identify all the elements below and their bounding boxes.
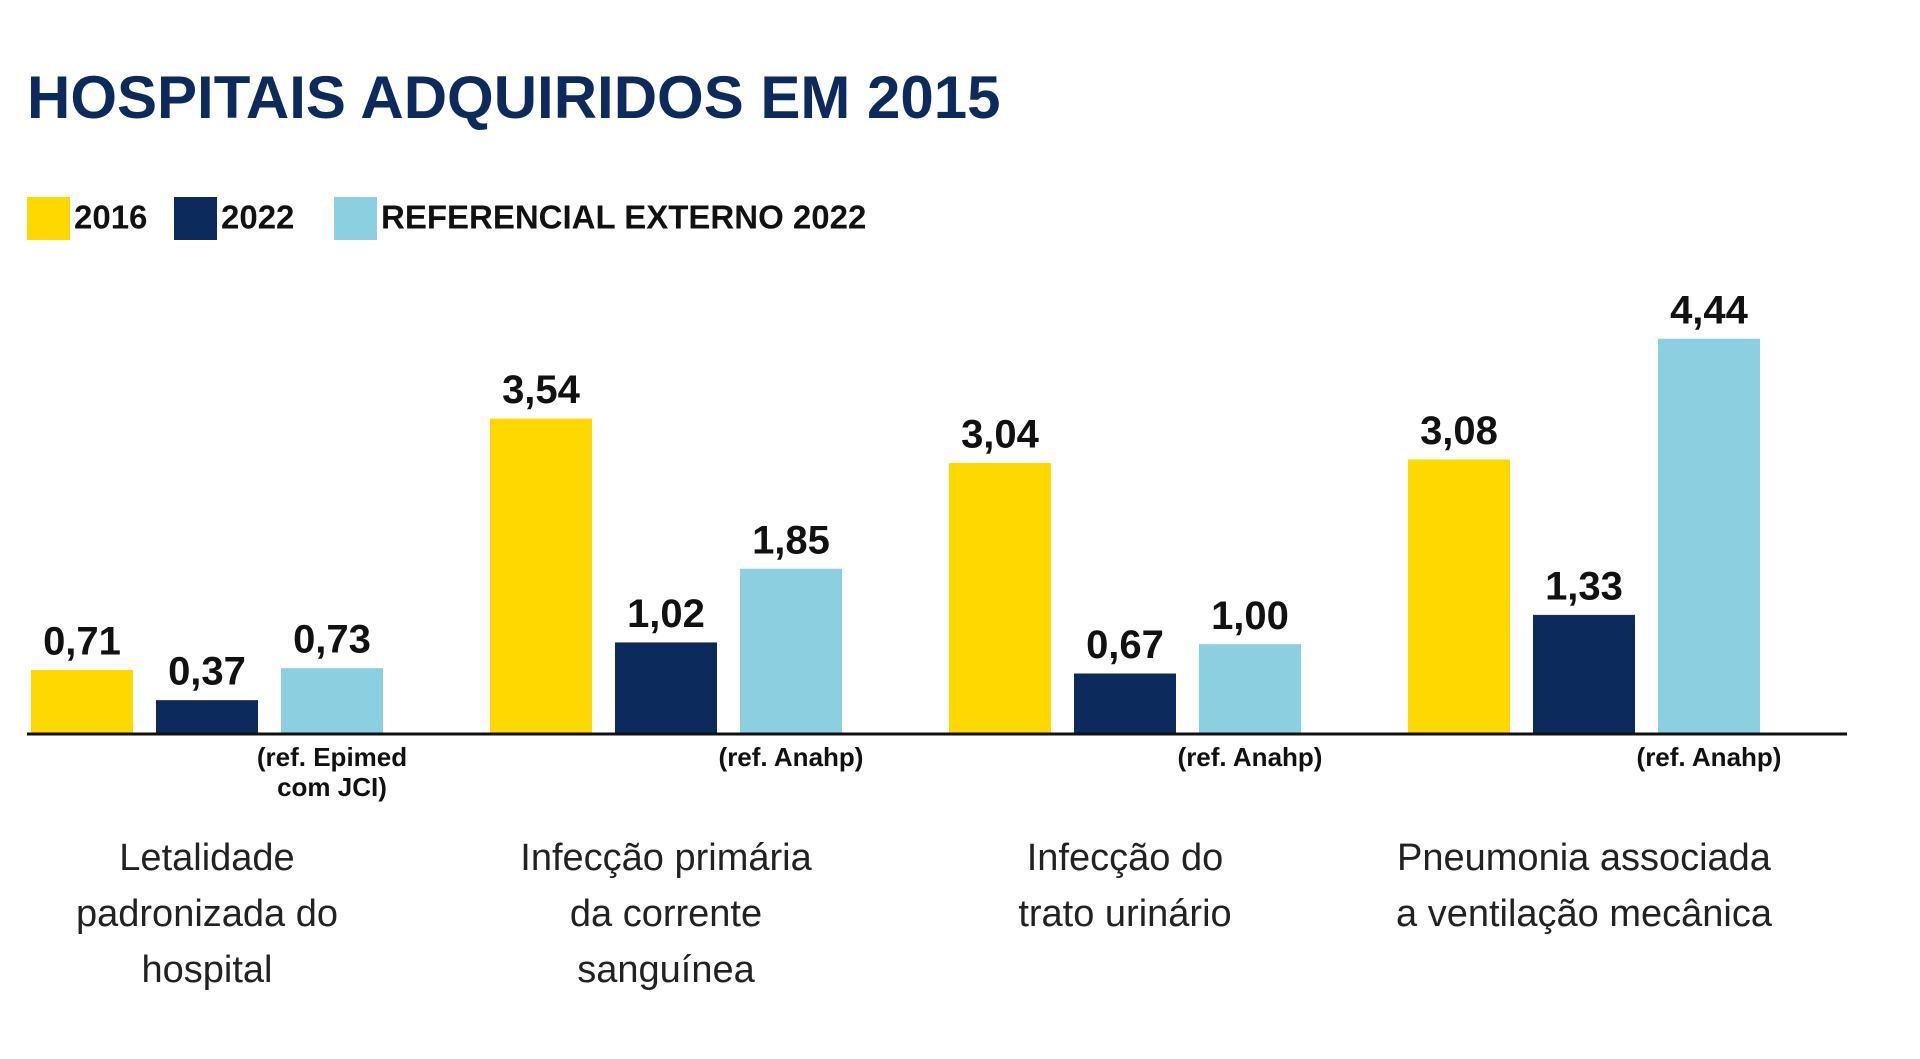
bar [1658, 338, 1760, 733]
x-tick-label: padronizada do [76, 893, 338, 935]
ref-note: (ref. Anahp) [1637, 742, 1782, 772]
legend-swatch [334, 197, 377, 240]
bar [949, 463, 1051, 733]
legend-swatch [174, 197, 217, 240]
ref-note: (ref. Epimed [257, 742, 407, 772]
bar [740, 568, 842, 733]
legend-swatch [27, 197, 70, 240]
value-label: 1,00 [1211, 594, 1289, 638]
x-tick-label: Pneumonia associada [1397, 837, 1772, 879]
bar [156, 700, 258, 733]
value-label: 0,73 [293, 618, 371, 662]
legend-label: 2016 [74, 199, 147, 236]
bar [1199, 644, 1301, 733]
value-label: 4,44 [1670, 288, 1749, 332]
ref-note: (ref. Anahp) [719, 742, 864, 772]
x-tick-label: Letalidade [119, 837, 294, 879]
x-tick-label: da corrente [570, 893, 762, 935]
value-label: 3,54 [502, 368, 581, 412]
bar [281, 668, 383, 733]
legend-label: REFERENCIAL EXTERNO 2022 [381, 199, 866, 236]
bar [31, 669, 133, 733]
x-tick-label: Infecção primária [520, 837, 812, 879]
value-label: 0,37 [168, 650, 246, 694]
value-label: 1,85 [752, 518, 830, 562]
chart-title: HOSPITAIS ADQUIRIDOS EM 2015 [27, 64, 1001, 131]
x-tick-label: hospital [142, 949, 273, 991]
value-label: 3,08 [1420, 409, 1498, 453]
legend-label: 2022 [221, 199, 294, 236]
x-tick-label: trato urinário [1018, 893, 1231, 935]
bar [1408, 459, 1510, 733]
ref-note: (ref. Anahp) [1178, 742, 1323, 772]
value-label: 1,33 [1545, 564, 1623, 608]
x-tick-label: sanguínea [577, 949, 755, 991]
bar [1074, 673, 1176, 733]
ref-note: com JCI) [277, 772, 387, 802]
x-tick-label: Infecção do [1027, 837, 1223, 879]
x-tick-label: a ventilação mecânica [1396, 893, 1773, 935]
value-label: 0,67 [1086, 623, 1164, 667]
bar [490, 418, 592, 733]
value-label: 3,04 [961, 413, 1040, 457]
bar [1533, 614, 1635, 733]
bar [615, 642, 717, 733]
value-label: 0,71 [43, 620, 121, 664]
value-label: 1,02 [627, 592, 705, 636]
